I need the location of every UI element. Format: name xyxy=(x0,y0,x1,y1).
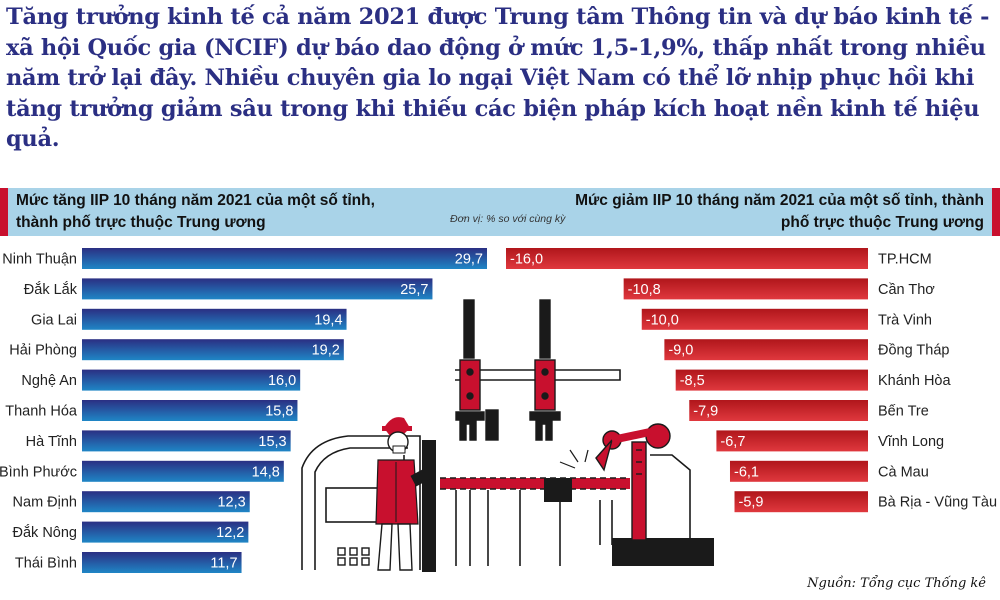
gripper-left xyxy=(455,299,499,441)
decrease-category-label: Trà Vinh xyxy=(878,312,932,328)
increase-bar xyxy=(82,430,291,452)
increase-value-label: 14,8 xyxy=(252,464,280,480)
decrease-category-label: Vĩnh Long xyxy=(878,434,944,450)
decrease-bar xyxy=(734,491,868,513)
increase-bar xyxy=(82,521,249,543)
increase-category-label: Hải Phòng xyxy=(9,343,77,359)
increase-bar xyxy=(82,248,487,269)
increase-category-label: Nghệ An xyxy=(21,373,77,389)
decrease-value-label: -5,9 xyxy=(739,495,764,511)
decrease-bars: -16,0 TP.HCM -10,8 Cần Thơ -10,0 Trà Vinh -9,0… xyxy=(506,248,997,513)
decrease-category-label: Cà Mau xyxy=(878,464,929,480)
increase-category-label: Thanh Hóa xyxy=(5,404,78,420)
increase-bar xyxy=(82,400,298,421)
increase-category-label: Hà Tĩnh xyxy=(26,434,77,450)
decrease-bar xyxy=(664,339,868,361)
product-box xyxy=(544,478,572,502)
factory-robot-illustration xyxy=(301,299,714,572)
lead-paragraph: Tăng trưởng kinh tế cả năm 2021 được Tru… xyxy=(6,4,990,152)
increase-category-label: Nam Định xyxy=(13,495,77,511)
decrease-value-label: -9,0 xyxy=(668,343,693,359)
decrease-bar xyxy=(689,400,868,421)
decrease-category-label: Đồng Tháp xyxy=(878,343,949,359)
control-panel-buttons xyxy=(337,547,370,566)
increase-category-label: Ninh Thuận xyxy=(2,252,77,268)
worker-figure xyxy=(375,417,436,571)
increase-bars: 29,7 Ninh Thuận 25,7 Đắk Lắk 19,4 Gia Lai 19,2… xyxy=(0,248,487,573)
robot-arm xyxy=(595,423,671,541)
spark-lines xyxy=(559,449,589,469)
increase-bar xyxy=(82,552,242,573)
decrease-bar xyxy=(729,460,868,482)
increase-value-label: 19,4 xyxy=(314,312,342,328)
source-note: Nguồn: Tổng cục Thống kê xyxy=(807,576,986,591)
increase-value-label: 15,8 xyxy=(265,404,293,420)
decrease-bar xyxy=(675,369,868,391)
decrease-value-label: -10,8 xyxy=(628,282,661,298)
increase-value-label: 16,0 xyxy=(268,373,296,389)
robot-base xyxy=(612,538,714,566)
increase-bar xyxy=(82,339,344,361)
decrease-value-label: -10,0 xyxy=(646,312,679,328)
increase-value-label: 12,3 xyxy=(217,495,245,511)
increase-value-label: 19,2 xyxy=(312,343,340,359)
decrease-category-label: Cần Thơ xyxy=(878,282,935,298)
increase-category-label: Thái Bình xyxy=(15,556,77,572)
increase-chart-title: Mức tăng IIP 10 tháng năm 2021 của một s… xyxy=(16,192,375,231)
increase-category-label: Đắk Lắk xyxy=(24,281,78,298)
increase-category-label: Gia Lai xyxy=(31,312,77,328)
decrease-value-label: -6,1 xyxy=(734,464,759,480)
decrease-bar xyxy=(716,430,868,452)
increase-bar xyxy=(82,369,301,391)
conveyor-post xyxy=(422,440,436,572)
header-accent-left xyxy=(0,188,8,236)
decrease-value-label: -7,9 xyxy=(693,404,718,420)
unit-note: Đơn vị: % so với cùng kỳ xyxy=(450,213,566,225)
decrease-category-label: Khánh Hòa xyxy=(878,373,951,389)
decrease-category-label: Bến Tre xyxy=(878,404,929,420)
decrease-value-label: -6,7 xyxy=(720,434,745,450)
increase-value-label: 12,2 xyxy=(216,525,244,541)
decrease-value-label: -16,0 xyxy=(510,252,543,268)
increase-bar xyxy=(82,308,347,330)
increase-bar xyxy=(82,491,250,513)
increase-bar xyxy=(82,460,284,482)
increase-value-label: 15,3 xyxy=(258,434,286,450)
chart-header-band xyxy=(0,188,1000,236)
increase-value-label: 29,7 xyxy=(455,252,483,268)
increase-category-label: Bình Phước xyxy=(0,464,77,480)
decrease-category-label: Bà Rịa - Vũng Tàu xyxy=(878,495,997,511)
conveyor-belt xyxy=(440,477,630,490)
decrease-bar xyxy=(506,248,868,269)
decrease-bar xyxy=(623,278,868,300)
increase-value-label: 25,7 xyxy=(400,282,428,298)
increase-bar xyxy=(82,278,433,300)
increase-value-label: 11,7 xyxy=(210,556,237,572)
gripper-right xyxy=(529,299,561,441)
decrease-chart-title: Mức giảm IIP 10 tháng năm 2021 của một s… xyxy=(575,192,984,231)
decrease-bar xyxy=(641,308,868,330)
decrease-value-label: -8,5 xyxy=(680,373,705,389)
header-accent-right xyxy=(992,188,1000,236)
decrease-category-label: TP.HCM xyxy=(878,252,932,268)
increase-category-label: Đắk Nông xyxy=(13,524,77,541)
